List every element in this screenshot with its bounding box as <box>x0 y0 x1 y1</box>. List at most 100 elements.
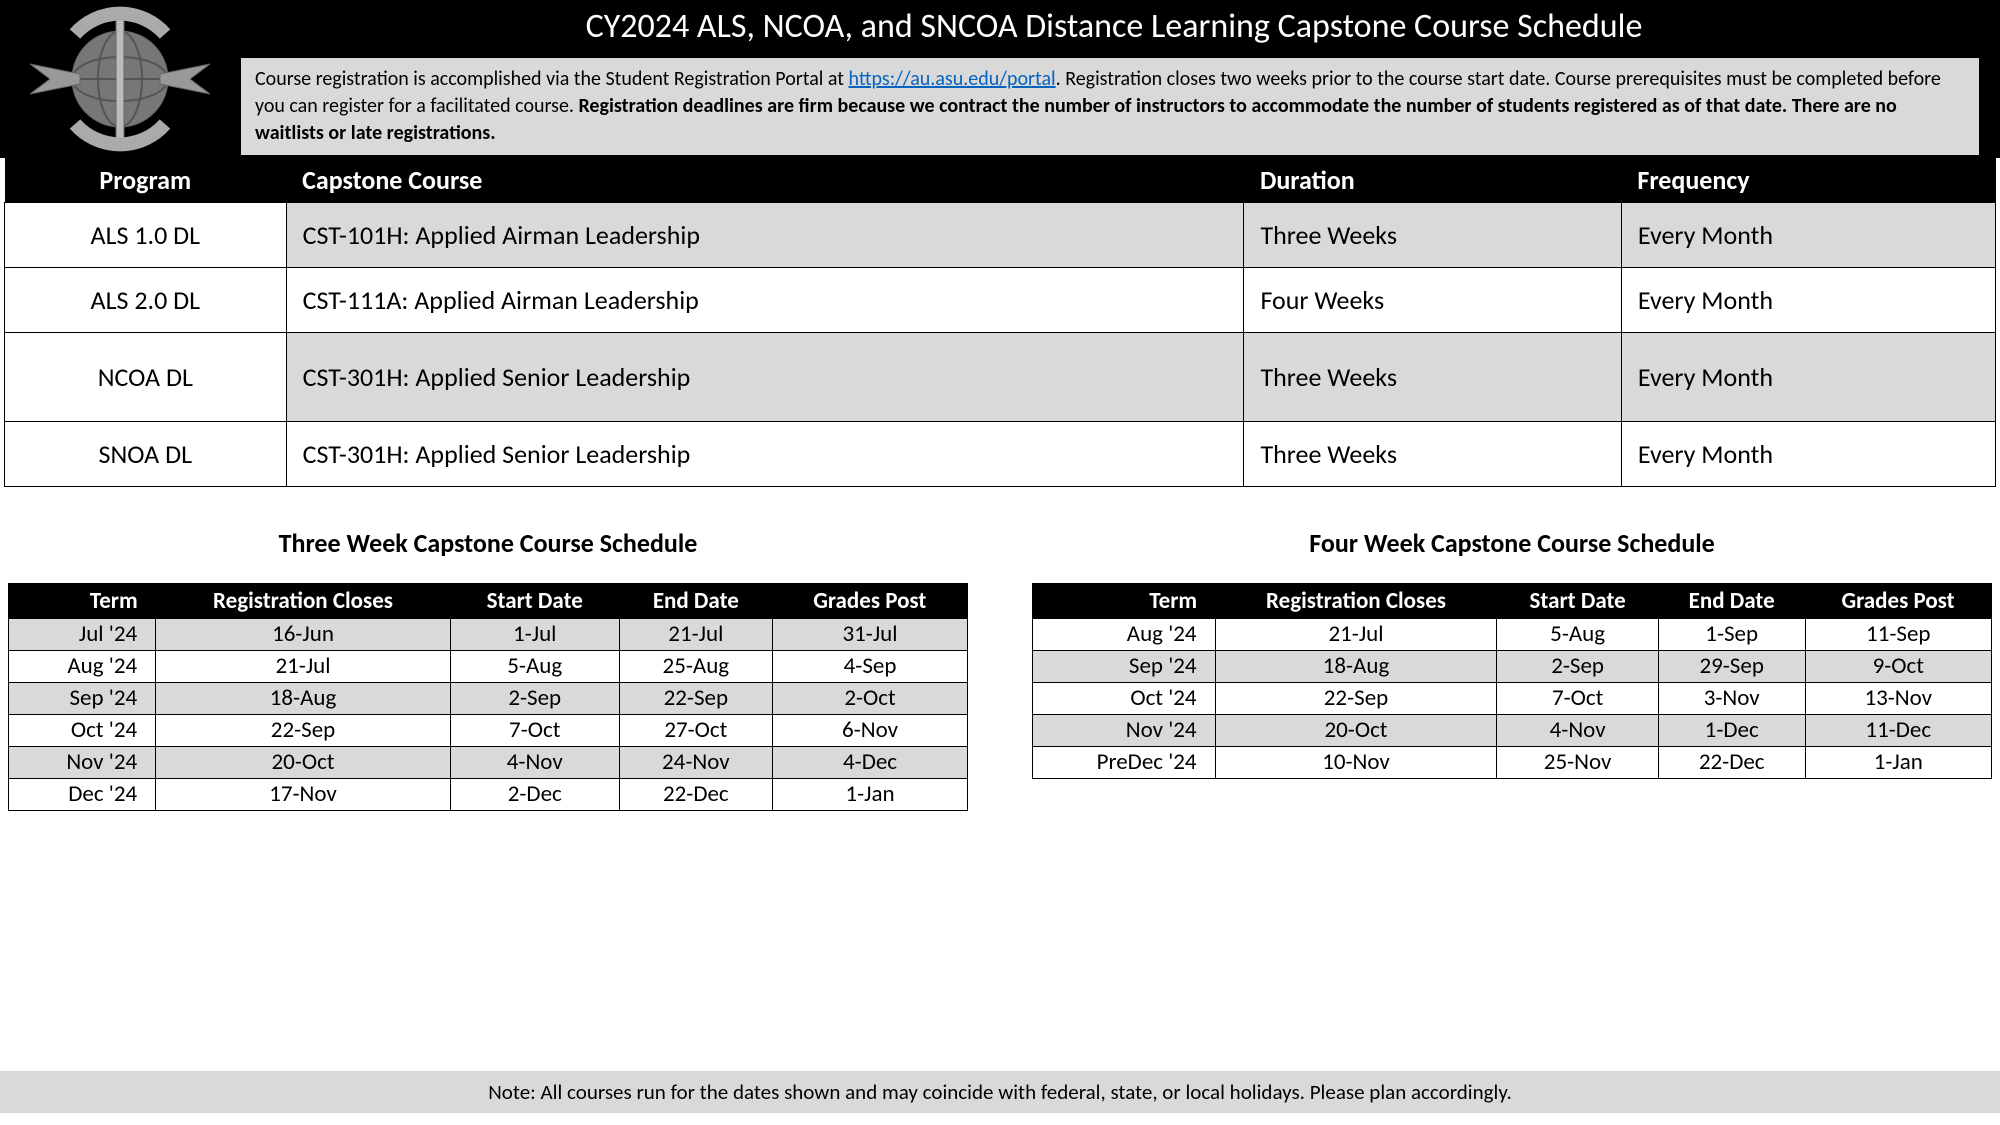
sched-cell: 4-Nov <box>450 747 619 779</box>
program-cell: Three Weeks <box>1244 203 1621 268</box>
sched-cell: 22-Sep <box>1215 683 1497 715</box>
sched-col-header: Term <box>1033 584 1216 619</box>
sched-cell: 22-Sep <box>619 683 772 715</box>
program-col-header: Program <box>5 158 287 203</box>
sched-cell: 7-Oct <box>450 715 619 747</box>
program-col-header: Frequency <box>1621 158 1995 203</box>
four-week-title: Four Week Capstone Course Schedule <box>1032 527 1992 559</box>
sched-row: Nov '2420-Oct4-Nov24-Nov4-Dec <box>9 747 968 779</box>
program-cell: CST-301H: Applied Senior Leadership <box>286 333 1244 422</box>
footer-note: Note: All courses run for the dates show… <box>0 1071 2000 1113</box>
sched-cell: 1-Jan <box>1805 747 1991 779</box>
sched-cell: 2-Sep <box>1497 651 1658 683</box>
three-week-block: Three Week Capstone Course Schedule Term… <box>8 527 968 811</box>
program-cell: CST-301H: Applied Senior Leadership <box>286 422 1244 487</box>
program-table: ProgramCapstone CourseDurationFrequency … <box>4 158 1996 487</box>
sched-cell: 17-Nov <box>156 779 451 811</box>
sched-cell: Oct '24 <box>9 715 156 747</box>
program-cell: ALS 2.0 DL <box>5 268 287 333</box>
sched-cell: 22-Dec <box>619 779 772 811</box>
program-cell: Three Weeks <box>1244 333 1621 422</box>
sched-col-header: End Date <box>1658 584 1805 619</box>
sched-row: Aug '2421-Jul5-Aug25-Aug4-Sep <box>9 651 968 683</box>
sched-cell: 18-Aug <box>1215 651 1497 683</box>
sched-col-header: Term <box>9 584 156 619</box>
sched-cell: 10-Nov <box>1215 747 1497 779</box>
program-row: ALS 2.0 DLCST-111A: Applied Airman Leade… <box>5 268 1996 333</box>
sched-cell: 25-Nov <box>1497 747 1658 779</box>
sched-row: Aug '2421-Jul5-Aug1-Sep11-Sep <box>1033 619 1992 651</box>
program-cell: SNOA DL <box>5 422 287 487</box>
sched-row: Nov '2420-Oct4-Nov1-Dec11-Dec <box>1033 715 1992 747</box>
sched-cell: 1-Jan <box>773 779 968 811</box>
sched-cell: 2-Dec <box>450 779 619 811</box>
sched-cell: 24-Nov <box>619 747 772 779</box>
sched-cell: 22-Sep <box>156 715 451 747</box>
sched-cell: 21-Jul <box>156 651 451 683</box>
four-week-block: Four Week Capstone Course Schedule TermR… <box>1032 527 1992 811</box>
sched-cell: 22-Dec <box>1658 747 1805 779</box>
sched-cell: PreDec '24 <box>1033 747 1216 779</box>
sched-cell: 20-Oct <box>1215 715 1497 747</box>
header-right: CY2024 ALS, NCOA, and SNCOA Distance Lea… <box>240 0 2000 164</box>
sched-cell: Nov '24 <box>1033 715 1216 747</box>
sched-cell: 2-Oct <box>773 683 968 715</box>
sched-cell: 13-Nov <box>1805 683 1991 715</box>
sched-cell: Aug '24 <box>1033 619 1216 651</box>
sched-cell: Sep '24 <box>9 683 156 715</box>
sched-cell: 21-Jul <box>619 619 772 651</box>
sched-cell: 20-Oct <box>156 747 451 779</box>
three-week-title: Three Week Capstone Course Schedule <box>8 527 968 559</box>
program-cell: Every Month <box>1621 268 1995 333</box>
sched-cell: Jul '24 <box>9 619 156 651</box>
sched-cell: 27-Oct <box>619 715 772 747</box>
sched-col-header: Start Date <box>450 584 619 619</box>
program-cell: CST-111A: Applied Airman Leadership <box>286 268 1244 333</box>
sched-cell: 1-Sep <box>1658 619 1805 651</box>
sched-cell: 6-Nov <box>773 715 968 747</box>
program-cell: Three Weeks <box>1244 422 1621 487</box>
sched-cell: Nov '24 <box>9 747 156 779</box>
sched-col-header: Grades Post <box>773 584 968 619</box>
sched-row: PreDec '2410-Nov25-Nov22-Dec1-Jan <box>1033 747 1992 779</box>
program-cell: Every Month <box>1621 422 1995 487</box>
air-university-logo-icon <box>20 4 220 154</box>
sched-cell: 5-Aug <box>1497 619 1658 651</box>
info-box: Course registration is accomplished via … <box>240 57 1980 156</box>
sched-cell: 11-Sep <box>1805 619 1991 651</box>
program-cell: ALS 1.0 DL <box>5 203 287 268</box>
program-cell: Every Month <box>1621 333 1995 422</box>
sched-cell: 1-Jul <box>450 619 619 651</box>
sched-col-header: Grades Post <box>1805 584 1991 619</box>
sched-cell: 4-Sep <box>773 651 968 683</box>
program-row: ALS 1.0 DLCST-101H: Applied Airman Leade… <box>5 203 1996 268</box>
sched-cell: 16-Jun <box>156 619 451 651</box>
program-row: NCOA DLCST-301H: Applied Senior Leadersh… <box>5 333 1996 422</box>
sched-cell: 21-Jul <box>1215 619 1497 651</box>
sched-cell: Dec '24 <box>9 779 156 811</box>
program-col-header: Capstone Course <box>286 158 1244 203</box>
sched-row: Jul '2416-Jun1-Jul21-Jul31-Jul <box>9 619 968 651</box>
sched-cell: 3-Nov <box>1658 683 1805 715</box>
logo-area <box>0 0 240 158</box>
sched-col-header: Registration Closes <box>156 584 451 619</box>
sched-cell: Sep '24 <box>1033 651 1216 683</box>
sched-cell: Oct '24 <box>1033 683 1216 715</box>
info-text-1: Course registration is accomplished via … <box>255 67 849 91</box>
program-row: SNOA DLCST-301H: Applied Senior Leadersh… <box>5 422 1996 487</box>
sched-cell: 2-Sep <box>450 683 619 715</box>
schedules-container: Three Week Capstone Course Schedule Term… <box>0 487 2000 811</box>
sched-cell: 9-Oct <box>1805 651 1991 683</box>
three-week-table: TermRegistration ClosesStart DateEnd Dat… <box>8 583 968 811</box>
header-bar: CY2024 ALS, NCOA, and SNCOA Distance Lea… <box>0 0 2000 158</box>
four-week-table: TermRegistration ClosesStart DateEnd Dat… <box>1032 583 1992 779</box>
sched-cell: 29-Sep <box>1658 651 1805 683</box>
sched-cell: 18-Aug <box>156 683 451 715</box>
program-col-header: Duration <box>1244 158 1621 203</box>
sched-col-header: End Date <box>619 584 772 619</box>
sched-cell: 4-Dec <box>773 747 968 779</box>
portal-link[interactable]: https://au.asu.edu/portal <box>849 67 1056 91</box>
sched-col-header: Start Date <box>1497 584 1658 619</box>
sched-cell: 1-Dec <box>1658 715 1805 747</box>
sched-row: Dec '2417-Nov2-Dec22-Dec1-Jan <box>9 779 968 811</box>
